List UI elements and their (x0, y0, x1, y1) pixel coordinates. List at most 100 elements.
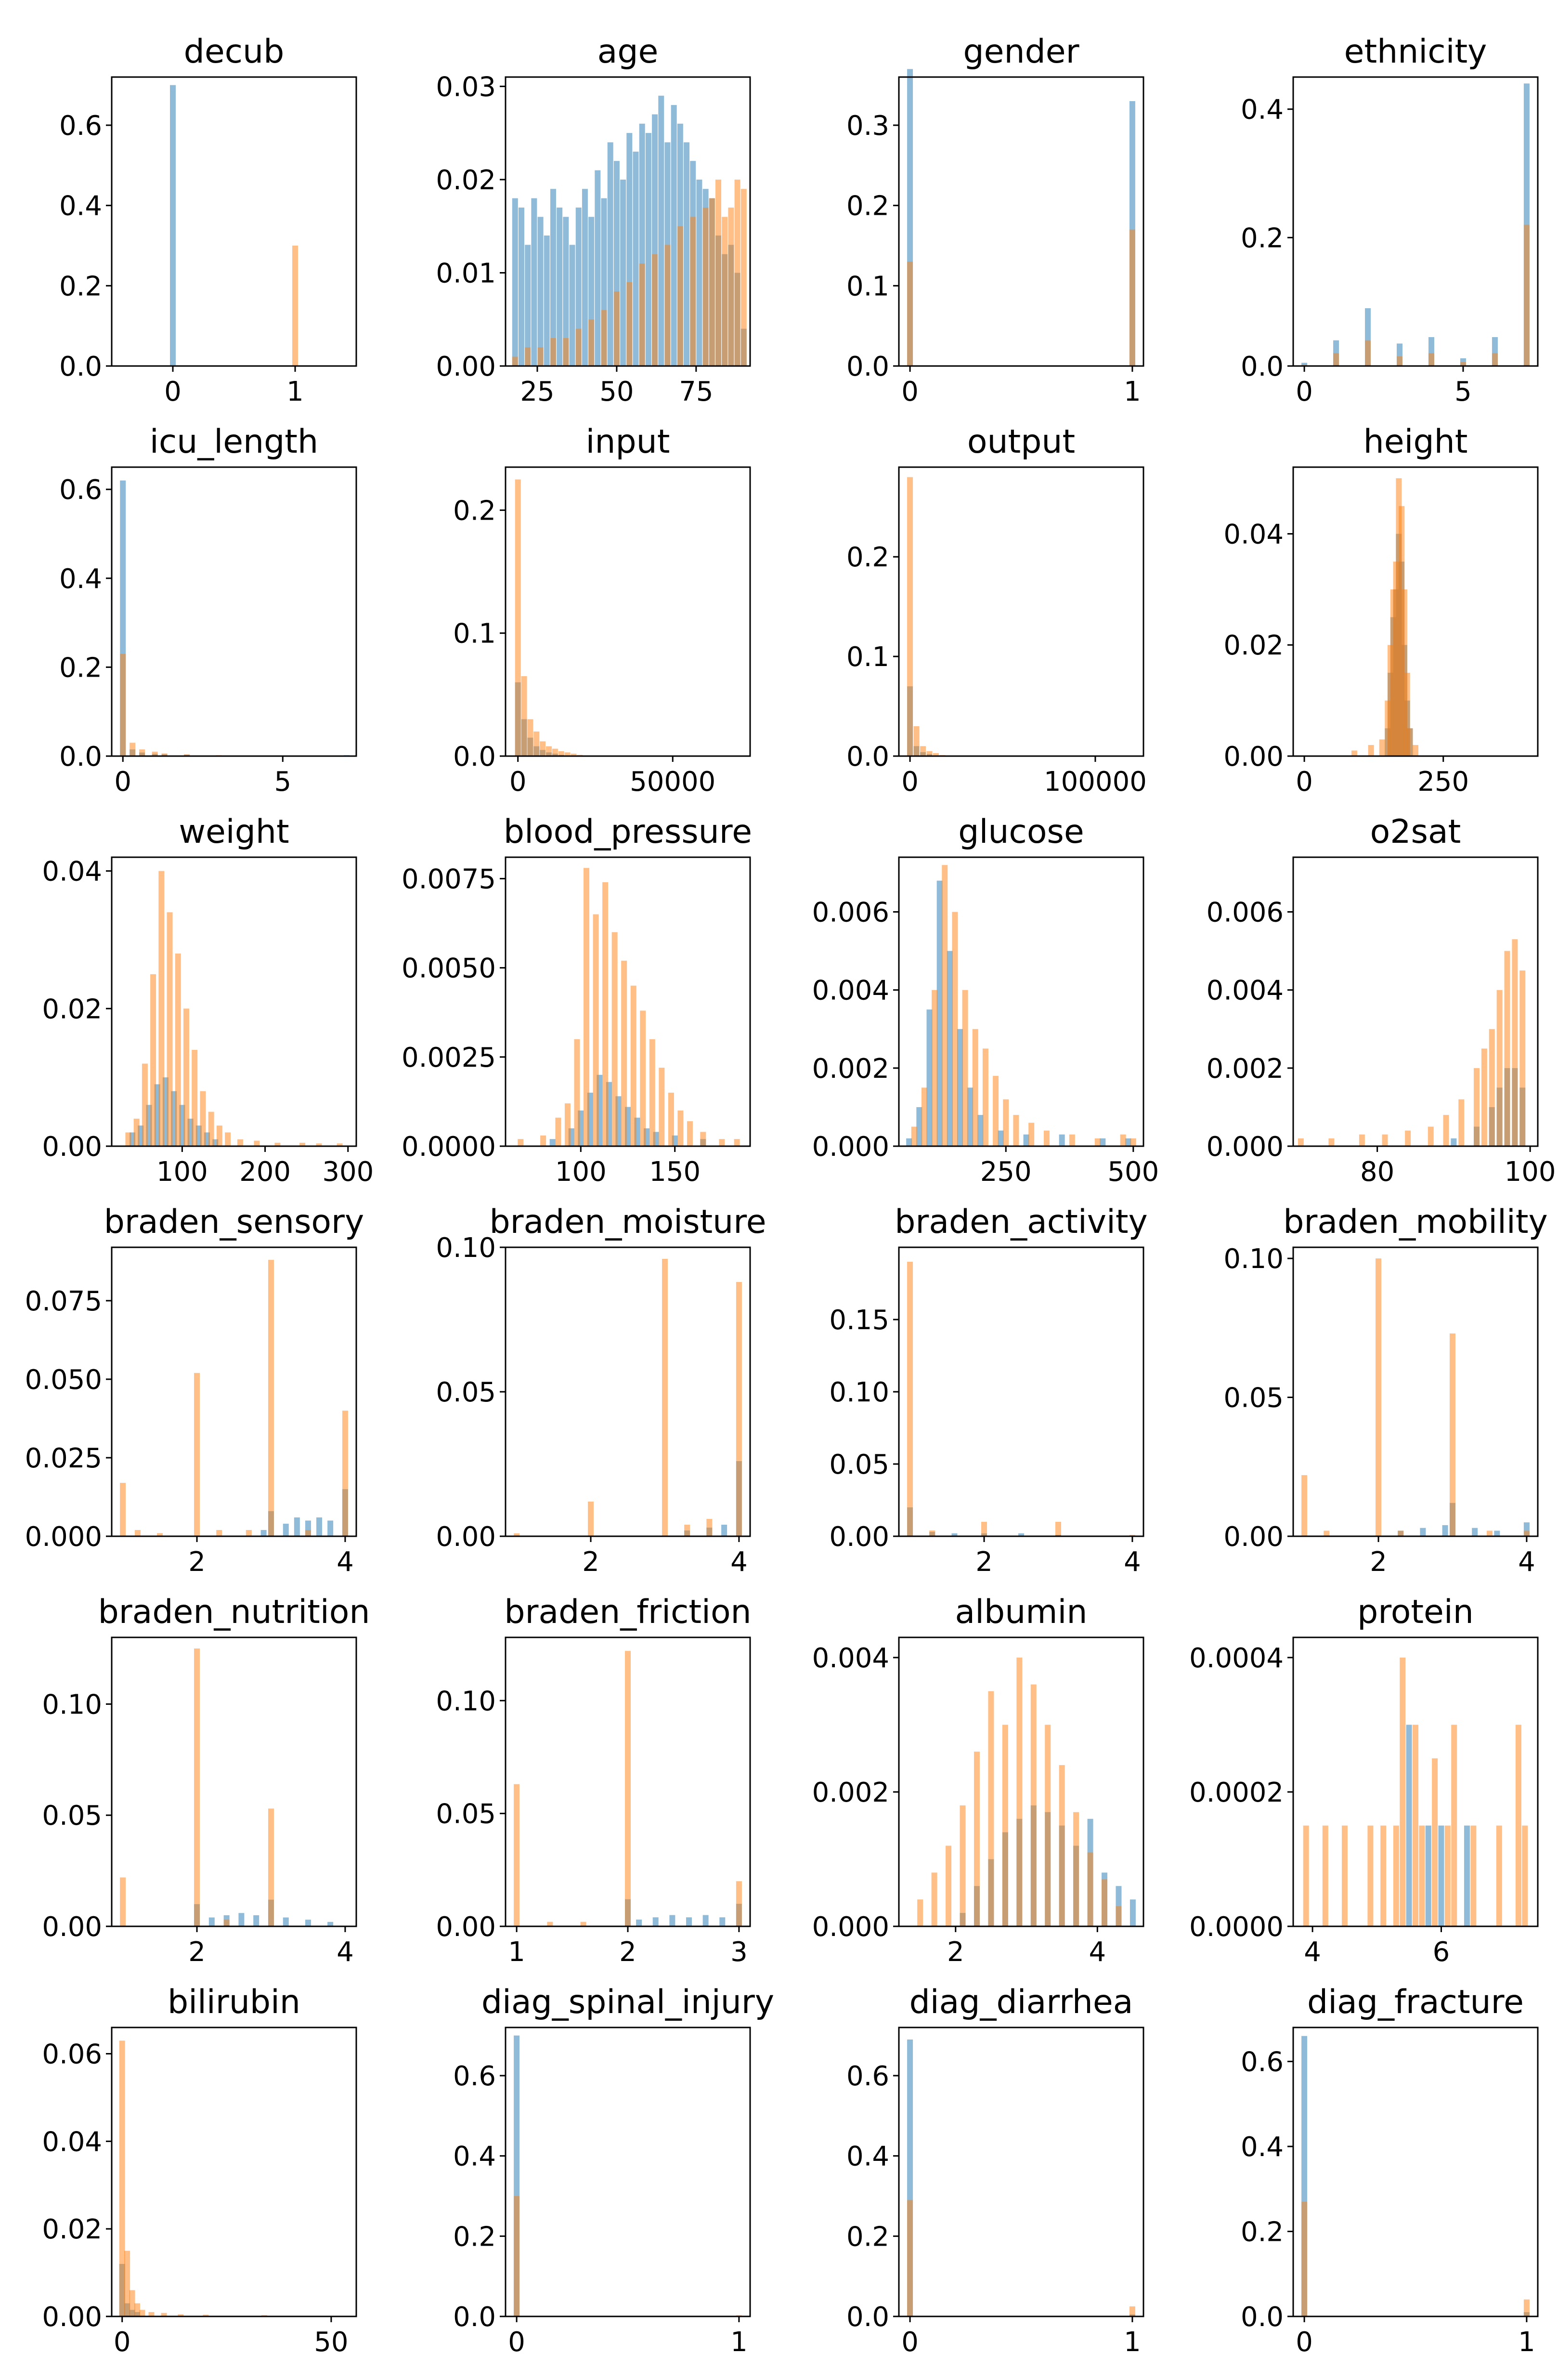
axes-frame (898, 2027, 1144, 2317)
x-tick-label: 0 (901, 766, 919, 798)
subplot-title: o2sat (1370, 813, 1461, 851)
histogram-bar-blue (1451, 1138, 1457, 1146)
axes-frame (1292, 2027, 1539, 2317)
x-tick-label: 1 (730, 2327, 748, 2358)
histogram-bar-blue (170, 85, 176, 366)
histogram-bar-orange (1365, 340, 1371, 366)
y-tick-label: 0.1 (846, 641, 889, 673)
histogram-bar-blue (652, 1917, 659, 1926)
histogram-bar-orange (216, 1530, 222, 1536)
histogram-bar-blue (947, 951, 953, 1146)
subplot-title: blood_pressure (504, 813, 752, 851)
histogram-bar-orange (1512, 939, 1518, 1146)
y-tick-label: 0.050 (25, 1364, 102, 1396)
histogram-bar-blue (512, 198, 518, 366)
x-tick-label: 2 (619, 1936, 636, 1968)
histogram-bar-orange (736, 1282, 742, 1536)
histogram-bar-orange (639, 263, 645, 366)
axes-frame (1292, 76, 1539, 367)
y-tick-label: 0.05 (829, 1449, 889, 1480)
histogram-bar-orange (533, 731, 540, 756)
histogram-bar-orange (1496, 990, 1503, 1146)
histogram-bar-blue (327, 1520, 334, 1536)
x-tick-label: 4 (1304, 1936, 1321, 1968)
y-tick-label: 0.0000 (402, 1131, 496, 1163)
histogram-bar-blue (671, 105, 677, 366)
histogram-bar-orange (540, 1135, 546, 1146)
histogram-bar-orange (564, 752, 571, 756)
subplot-title: glucose (958, 813, 1084, 851)
histogram-bar-blue (327, 1922, 334, 1926)
y-tick-label: 0.1 (846, 271, 889, 302)
subplot-title: braden_sensory (104, 1203, 364, 1241)
subplot-bilirubin: bilirubin 0.00 0.02 0.04 0.06 0 50 (42, 1983, 357, 2358)
histogram-bar-orange (1016, 1657, 1023, 1926)
histogram-bar-orange (120, 654, 126, 756)
axes-frame (898, 1636, 1144, 1927)
histogram-bar-orange (178, 2314, 184, 2316)
y-tick-label: 0.0 (453, 741, 496, 772)
y-tick-label: 0.000 (812, 1131, 889, 1163)
histogram-bar-orange (158, 871, 165, 1146)
histogram-bar-orange (268, 1808, 274, 1926)
subplot-title: icu_length (150, 423, 318, 461)
histogram-bar-orange (546, 746, 552, 756)
x-tick-label: 80 (1360, 1156, 1394, 1188)
histogram-bar-blue (557, 207, 563, 366)
histogram-bar-orange (1413, 1725, 1418, 1926)
y-tick-label: 0.04 (42, 856, 102, 888)
histogram-bar-orange (161, 753, 168, 756)
y-tick-label: 0.000 (812, 1911, 889, 1943)
histogram-bar-blue (525, 245, 531, 366)
x-tick-label: 300 (322, 1156, 374, 1188)
y-tick-label: 0.02 (1223, 630, 1284, 661)
histogram-bar-orange (662, 1259, 668, 1536)
histogram-bar-orange (1523, 1530, 1530, 1536)
histogram-bar-blue (636, 1919, 642, 1926)
histogram-bar-orange (1130, 1138, 1136, 1146)
histogram-bar-orange (574, 1039, 580, 1146)
histogram-bar-orange (1382, 1134, 1388, 1146)
y-tick-label: 0.6 (59, 110, 102, 142)
subplot-title: height (1363, 423, 1468, 461)
histogram-bar-blue (537, 217, 544, 366)
axes-frame (111, 856, 357, 1147)
histogram-bar-orange (981, 1522, 987, 1536)
histogram-bar-orange (1055, 1522, 1061, 1536)
histogram-bar-orange (129, 2290, 135, 2316)
y-tick-label: 0.00 (42, 1131, 102, 1163)
histogram-bar-orange (1470, 1825, 1477, 1926)
histogram-bar-blue (1464, 1825, 1470, 1926)
histogram-bar-orange (246, 1530, 252, 1536)
histogram-bar-orange (1428, 1126, 1434, 1146)
histogram-bar-orange (564, 1103, 571, 1146)
y-tick-label: 0.2 (1241, 222, 1284, 254)
histogram-bar-orange (1492, 353, 1498, 366)
y-tick-label: 0.15 (829, 1305, 889, 1336)
axes-frame (111, 76, 357, 367)
histogram-bar-orange (734, 179, 740, 366)
axes-frame (505, 856, 751, 1147)
subplot-braden_nutrition: braden_nutrition 0.00 0.05 0.10 2 4 (42, 1593, 370, 1968)
histogram-bar-orange (134, 2303, 140, 2316)
x-tick-label: 0 (901, 2327, 919, 2358)
histogram-bar-orange (1496, 1825, 1502, 1926)
subplot-gender: gender 0.0 0.1 0.2 0.3 0 1 (846, 33, 1144, 407)
y-tick-label: 0.02 (436, 165, 496, 196)
histogram-bar-orange (305, 1530, 311, 1536)
histogram-bar-orange (208, 1112, 214, 1146)
x-tick-label: 0 (508, 2327, 525, 2358)
subplot-icu_length: icu_length 0.0 0.2 0.4 0.6 0 5 (59, 423, 357, 798)
subplot-glucose: glucose 0.000 0.002 0.004 0.006 250 500 (812, 813, 1159, 1188)
subplot-braden_friction: braden_friction 0.00 0.05 0.10 1 2 3 (436, 1593, 751, 1968)
histogram-bar-blue (926, 1009, 933, 1146)
y-tick-label: 0.006 (1207, 897, 1284, 928)
subplot-blood_pressure: blood_pressure 0.0000 0.0025 0.0050 0.0075 10… (402, 813, 752, 1188)
histogram-bar-blue (575, 207, 582, 366)
histogram-bar-blue (719, 1917, 726, 1926)
histogram-bar-blue (696, 179, 702, 366)
axes-frame (898, 466, 1144, 757)
subplot-diag_diarrhea: diag_diarrhea 0.0 0.2 0.4 0.6 0 1 (846, 1983, 1144, 2358)
y-tick-label: 0.10 (829, 1377, 889, 1408)
y-tick-label: 0.2 (59, 271, 102, 302)
